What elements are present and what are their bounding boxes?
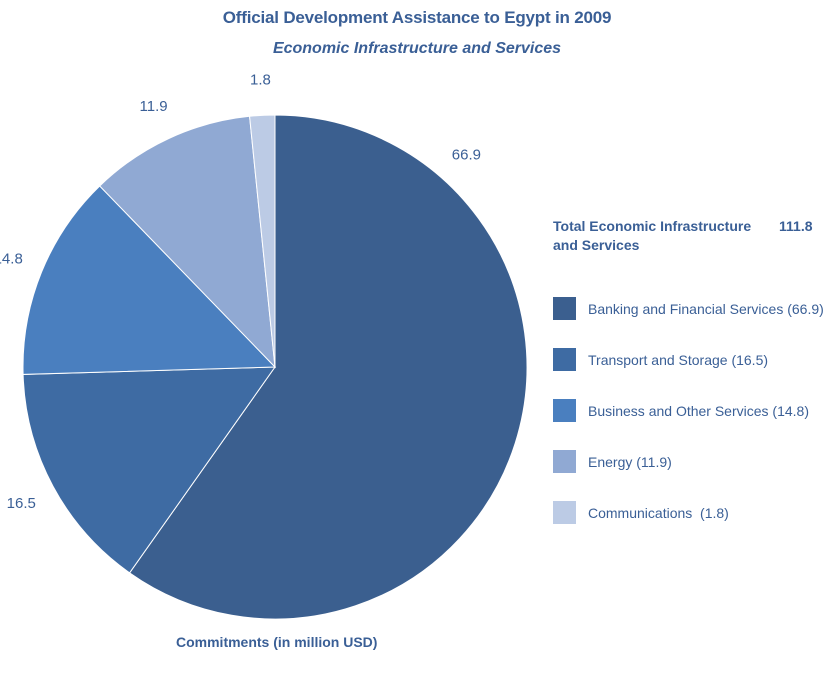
pie-slice-energy [99, 115, 276, 369]
legend-label: Communications (1.8) [588, 504, 729, 521]
legend-swatch [553, 297, 576, 320]
pie-slice-business-and-other-services [22, 185, 277, 375]
legend-label: Transport and Storage (16.5) [588, 351, 769, 368]
legend-swatch [553, 501, 576, 524]
pie-slice-transport-and-storage [22, 366, 276, 574]
data-label: 1.8 [250, 71, 271, 88]
legend-item-energy: Energy (11.9) [553, 436, 824, 487]
legend-item-banking: Banking and Financial Services (66.9) [553, 283, 824, 334]
data-label: 14.8 [0, 251, 23, 268]
data-label: 66.9 [452, 146, 481, 163]
data-label: 11.9 [140, 98, 168, 115]
pie-slice-communications [249, 114, 276, 368]
legend-label: Business and Other Services (14.8) [588, 402, 809, 419]
pie-slice-banking-and-financial-services [128, 114, 528, 620]
legend-label: Energy (11.9) [588, 453, 672, 470]
legend-item-business: Business and Other Services (14.8) [553, 385, 824, 436]
legend-swatch [553, 348, 576, 371]
legend-item-transport: Transport and Storage (16.5) [553, 334, 824, 385]
legend-label: Banking and Financial Services (66.9) [588, 300, 824, 317]
chart-caption: Commitments (in million USD) [176, 634, 378, 650]
legend: Banking and Financial Services (66.9) Tr… [553, 283, 824, 538]
total-value: 111.8 [779, 218, 813, 234]
legend-swatch [553, 450, 576, 473]
chart-subtitle: Economic Infrastructure and Services [272, 40, 562, 57]
chart-title: Official Development Assistance to Egypt… [222, 8, 612, 27]
total-label: Total Economic Infrastructure and Servic… [553, 218, 752, 253]
legend-swatch [553, 399, 576, 422]
data-label: 16.5 [7, 495, 36, 512]
legend-item-communications: Communications (1.8) [553, 487, 824, 538]
